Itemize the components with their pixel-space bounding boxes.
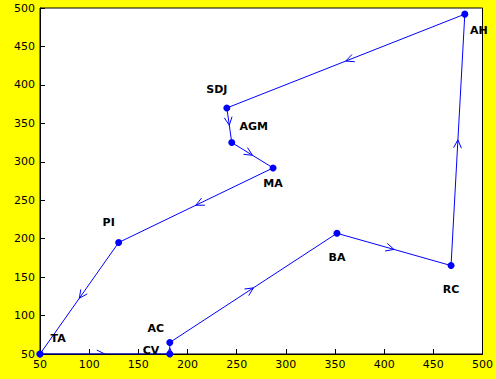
svg-text:MA: MA (263, 177, 283, 190)
svg-text:100: 100 (79, 358, 100, 371)
svg-text:300: 300 (275, 358, 296, 371)
svg-text:400: 400 (374, 358, 395, 371)
svg-text:150: 150 (128, 358, 149, 371)
svg-text:RC: RC (443, 283, 460, 296)
svg-text:50: 50 (33, 358, 47, 371)
svg-text:350: 350 (325, 358, 346, 371)
svg-text:450: 450 (423, 358, 444, 371)
svg-text:AGM: AGM (240, 120, 269, 133)
svg-text:350: 350 (14, 117, 35, 130)
svg-text:150: 150 (14, 271, 35, 284)
svg-text:500: 500 (472, 358, 493, 371)
svg-text:BA: BA (329, 251, 346, 264)
svg-text:250: 250 (226, 358, 247, 371)
svg-text:CV: CV (143, 344, 160, 357)
svg-text:AH: AH (470, 24, 488, 37)
svg-text:TA: TA (51, 332, 67, 345)
svg-text:AC: AC (148, 322, 165, 335)
svg-text:50: 50 (21, 347, 35, 361)
svg-text:SDJ: SDJ (206, 83, 227, 96)
svg-text:400: 400 (14, 78, 35, 91)
svg-text:450: 450 (14, 40, 35, 53)
svg-text:200: 200 (14, 232, 35, 245)
svg-text:250: 250 (14, 194, 35, 207)
svg-text:200: 200 (177, 358, 198, 371)
svg-text:300: 300 (14, 155, 35, 168)
svg-text:100: 100 (14, 309, 35, 322)
svg-text:500: 500 (14, 2, 35, 15)
svg-text:PI: PI (103, 216, 115, 229)
